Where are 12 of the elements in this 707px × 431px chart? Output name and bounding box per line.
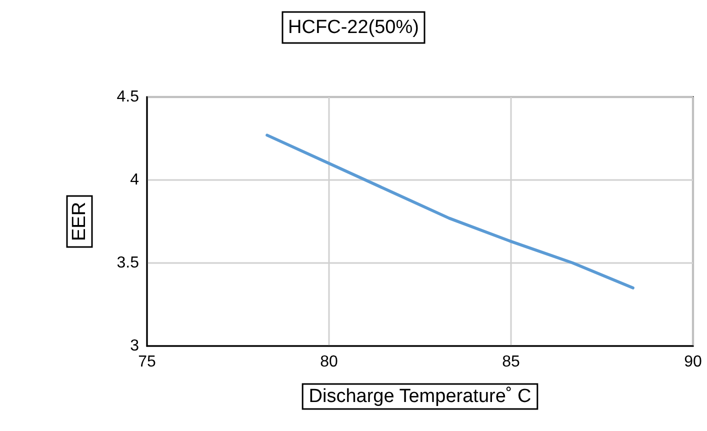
y-tick-label: 4.5: [116, 88, 140, 106]
x-tick-label: 80: [320, 354, 338, 370]
chart-title: HCFC-22(50%): [288, 17, 419, 38]
line-series: [266, 134, 634, 290]
y-tick-label: 3.5: [116, 254, 140, 272]
y-tick-label: 4: [130, 172, 140, 188]
x-tick-label: 85: [502, 354, 520, 370]
y-axis-title: EER: [69, 202, 90, 242]
y-tick-label: 3: [130, 338, 140, 354]
x-tick-label: 75: [138, 354, 156, 370]
x-axis-title: Discharge Temperature˚ C: [308, 386, 532, 407]
x-tick-label: 90: [684, 354, 702, 370]
